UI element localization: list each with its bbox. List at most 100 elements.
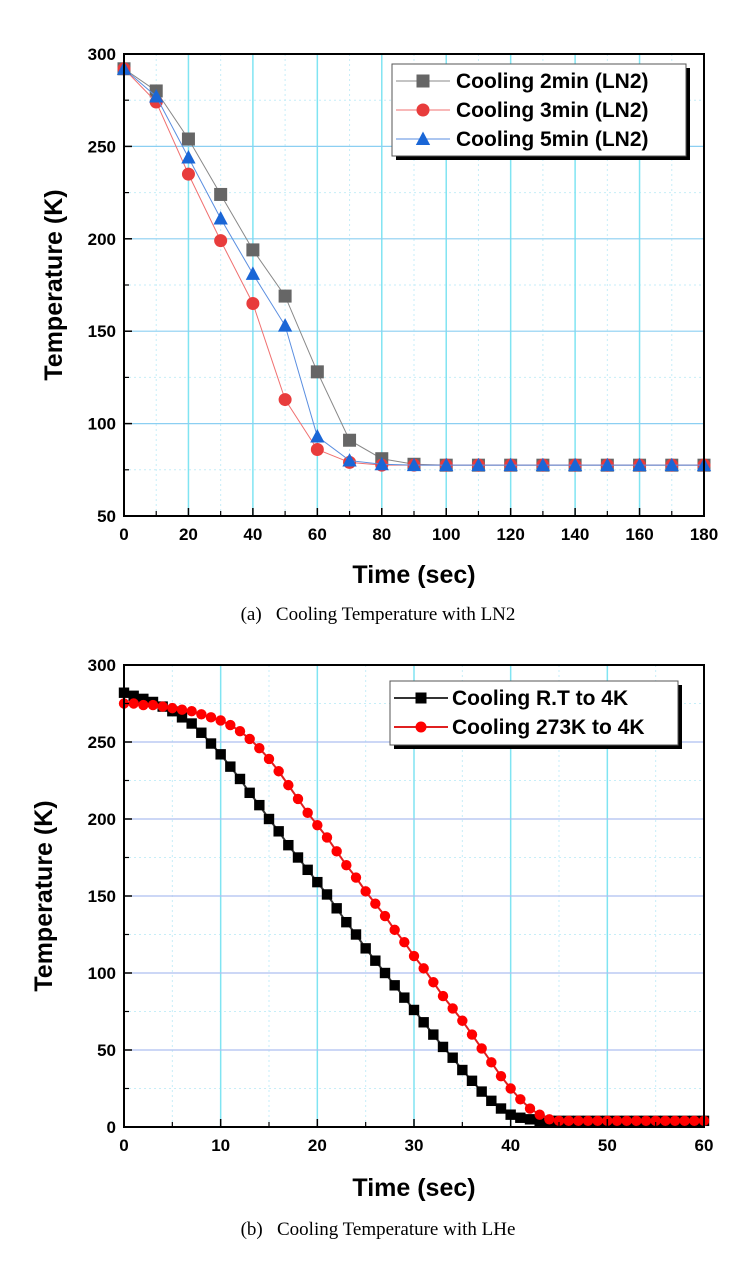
- circle-marker: [331, 846, 342, 857]
- circle-marker: [534, 1109, 545, 1120]
- x-tick-label: 10: [211, 1136, 230, 1155]
- circle-marker: [650, 1115, 661, 1127]
- square-marker: [534, 1115, 545, 1127]
- square-marker: [476, 1086, 487, 1097]
- circle-marker: [321, 832, 333, 843]
- axes: 0 20 40 60 80 100 120 140 160 180 50 100 150 200 250 30…: [88, 45, 719, 544]
- x-tick-label: 60: [308, 525, 327, 544]
- square-marker: [350, 929, 362, 940]
- triangle-marker: [535, 457, 551, 472]
- circle-marker: [138, 699, 149, 711]
- circle-marker: [302, 807, 313, 819]
- circle-marker: [278, 393, 292, 407]
- series-cooling-5min-ln2-: [116, 61, 712, 472]
- circle-marker: [350, 872, 362, 883]
- chart-a: 0 20 40 60 80 100 120 140 160 180 50 100 150 200 250 30…: [40, 45, 718, 625]
- y-axis-label: Temperature (K): [40, 189, 68, 380]
- circle-marker: [186, 706, 197, 717]
- circle-marker: [215, 715, 226, 726]
- y-tick-label: 0: [107, 1118, 116, 1137]
- y-tick-label: 200: [88, 230, 116, 249]
- circle-marker: [389, 924, 400, 936]
- legend-label: Cooling 5min (LN2): [456, 128, 649, 151]
- x-tick-label: 40: [501, 1136, 520, 1155]
- square-marker: [321, 889, 333, 900]
- x-tick-label: 60: [695, 1136, 714, 1155]
- square-marker: [370, 955, 381, 966]
- square-marker: [408, 1004, 420, 1016]
- circle-marker: [669, 1115, 681, 1127]
- square-marker: [215, 749, 226, 760]
- circle-marker: [679, 1115, 690, 1127]
- x-axis-label: Time (sec): [352, 1174, 475, 1202]
- legend-label: Cooling 2min (LN2): [456, 70, 649, 93]
- x-tick-label: 160: [625, 525, 653, 544]
- square-marker: [312, 876, 323, 888]
- legend-label: Cooling 3min (LN2): [456, 99, 649, 122]
- y-tick-label: 250: [88, 733, 116, 752]
- circle-marker: [360, 886, 371, 897]
- square-marker: [196, 727, 207, 738]
- triangle-marker: [503, 457, 518, 472]
- circle-marker: [611, 1115, 623, 1127]
- chart-b: 0 10 20 30 40 50 60 0 50 100 150 200 250 300 Time (sec…: [30, 656, 713, 1240]
- circle-marker: [563, 1115, 574, 1127]
- circle-marker: [689, 1115, 700, 1127]
- x-tick-label: 0: [119, 1136, 128, 1155]
- legend-item: Cooling 273K to 4K: [394, 716, 645, 739]
- y-tick-label: 100: [88, 964, 116, 983]
- x-tick-label: 20: [179, 525, 198, 544]
- square-marker: [341, 916, 352, 928]
- triangle-marker: [471, 457, 486, 472]
- circle-marker: [167, 702, 178, 714]
- figure-caption: (b) Cooling Temperature with LHe: [241, 1219, 516, 1240]
- circle-marker: [341, 860, 352, 871]
- circle-marker: [244, 733, 255, 745]
- square-marker: [457, 1064, 468, 1076]
- circle-marker: [447, 1003, 458, 1014]
- square-marker: [428, 1029, 439, 1040]
- circle-marker: [157, 701, 168, 712]
- triangle-marker: [374, 456, 389, 471]
- legend-label: Cooling 273K to 4K: [452, 716, 645, 739]
- circle-marker: [196, 709, 207, 720]
- x-tick-label: 80: [372, 525, 391, 544]
- square-marker: [244, 787, 255, 799]
- square-marker: [447, 1052, 458, 1063]
- circle-marker: [582, 1115, 594, 1127]
- triangle-marker: [277, 318, 293, 332]
- square-marker: [138, 693, 149, 705]
- circle-marker: [524, 1103, 536, 1114]
- square-marker: [331, 903, 342, 914]
- square-marker: [273, 826, 284, 837]
- legend-item: Cooling 5min (LN2): [396, 128, 649, 151]
- circle-marker: [205, 712, 217, 723]
- square-marker: [176, 712, 188, 723]
- x-tick-label: 40: [243, 525, 262, 544]
- x-tick-label: 0: [119, 525, 128, 544]
- x-tick-label: 50: [598, 1136, 617, 1155]
- circle-marker: [437, 990, 449, 1002]
- legend-item: Cooling 3min (LN2): [396, 99, 649, 122]
- y-tick-label: 50: [97, 1041, 116, 1060]
- circle-marker: [553, 1115, 565, 1127]
- triangle-marker: [600, 457, 615, 472]
- circle-marker: [379, 910, 391, 922]
- circle-marker: [225, 719, 236, 731]
- y-tick-label: 200: [88, 810, 116, 829]
- square-marker: [466, 1075, 478, 1086]
- square-marker: [515, 1112, 526, 1123]
- square-marker: [302, 864, 313, 876]
- legend: Cooling 2min (LN2) Cooling 3min (LN2) Cool…: [391, 63, 690, 160]
- figure-caption: (a) Cooling Temperature with LN2: [241, 604, 516, 625]
- triangle-marker: [310, 429, 325, 443]
- square-marker: [205, 738, 217, 749]
- legend-label: Cooling R.T to 4K: [452, 687, 628, 710]
- triangle-marker: [342, 453, 357, 467]
- circle-marker: [573, 1115, 584, 1127]
- x-tick-label: 20: [308, 1136, 327, 1155]
- circle-marker: [370, 898, 381, 909]
- circle-marker: [592, 1115, 603, 1127]
- legend-item: Cooling 2min (LN2): [396, 70, 649, 93]
- legend: Cooling R.T to 4K Cooling 273K to 4K: [389, 680, 682, 749]
